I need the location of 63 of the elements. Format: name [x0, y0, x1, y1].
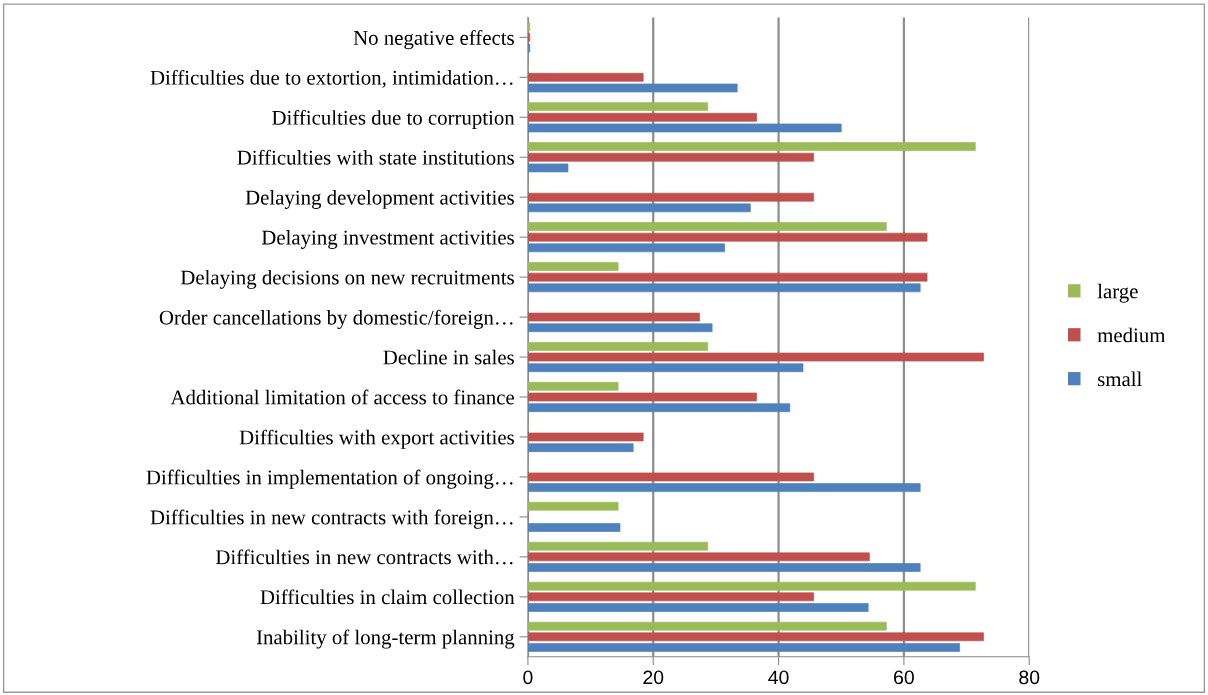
bar: [527, 632, 984, 642]
y-tick-label: Difficulties due to corruption: [272, 109, 515, 130]
bar: [527, 403, 791, 413]
y-tick-label: Order cancellations by domestic/foreign…: [159, 309, 513, 329]
bar: [527, 192, 814, 202]
x-tick-label: 80: [1019, 670, 1040, 685]
bar: [527, 432, 644, 442]
y-tick-label: Additional limitation of access to finance: [170, 389, 514, 405]
y-tick-label: Difficulties with state institutions: [237, 149, 514, 165]
y-tick-label: Difficulties in new contracts with…: [215, 549, 513, 565]
bar: [527, 472, 814, 482]
bar: [527, 603, 869, 612]
bar: [527, 222, 887, 231]
x-tick-label: 20: [643, 670, 664, 685]
bar: [527, 262, 619, 271]
bar: [527, 83, 738, 93]
bar: [527, 272, 928, 282]
y-tick-label: Delaying development activities: [245, 189, 514, 209]
bar: [527, 152, 814, 162]
legend-label: small: [1098, 371, 1142, 387]
bar: [527, 382, 619, 391]
bar: [527, 112, 757, 122]
bar: [527, 592, 814, 602]
bar: [527, 283, 921, 293]
bar: [527, 312, 700, 322]
y-tick-label: Difficulties due to extortion, intimidation…: [150, 69, 513, 88]
bar: [527, 643, 961, 652]
y-tick-label: Difficulties in claim collection: [260, 589, 515, 605]
bar: [527, 123, 842, 133]
bar: [527, 243, 726, 253]
legend-label: large: [1097, 283, 1138, 303]
y-tick-label: Inability of long-term planning: [256, 629, 515, 649]
y-tick-label: Decline in sales: [383, 349, 514, 365]
y-tick-label: Difficulties in new contracts with foreign…: [150, 509, 513, 529]
x-tick-label: 60: [894, 670, 914, 685]
bar: [527, 523, 621, 532]
bar: [527, 342, 709, 351]
bar: [527, 163, 569, 173]
legend-label: medium: [1097, 327, 1166, 343]
bar: [527, 102, 709, 111]
x-tick-label: 40: [768, 670, 789, 685]
bar: [527, 392, 757, 402]
bar: [527, 443, 634, 452]
bar: [527, 563, 921, 572]
x-tick-label: 0: [523, 670, 533, 685]
bar: [527, 363, 804, 373]
bar: [527, 501, 619, 511]
bar: [527, 142, 976, 151]
y-tick-label: Difficulties with export activities: [239, 429, 514, 449]
bar: [527, 552, 870, 562]
bar: [527, 581, 976, 591]
bar: [527, 203, 751, 213]
y-tick-label: Delaying decisions on new recruitments: [180, 269, 514, 289]
y-tick-label: Delaying investment activities: [261, 229, 514, 249]
bar: [527, 323, 713, 333]
bar: [527, 232, 928, 242]
bar: [527, 72, 644, 82]
y-tick-label: Difficulties in implementation of ongoing…: [146, 469, 513, 489]
bar: [527, 352, 984, 362]
bar: [527, 541, 709, 551]
bar: [527, 483, 921, 492]
bar: [527, 621, 887, 631]
y-tick-label: No negative effects: [353, 30, 514, 50]
